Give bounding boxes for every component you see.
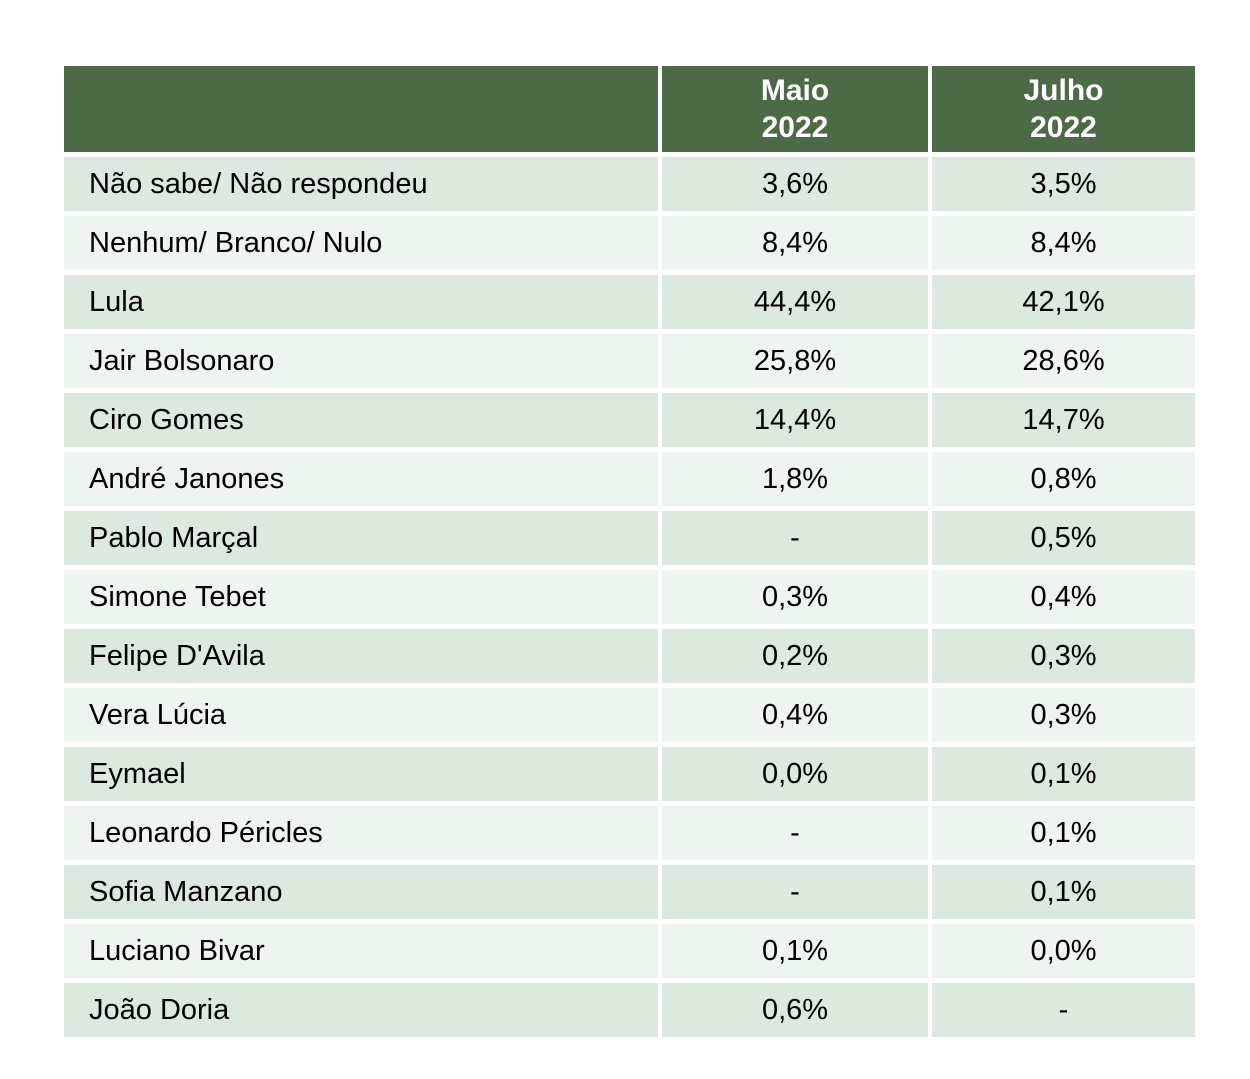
table-row: Pablo Marçal -0,5% xyxy=(64,506,1195,565)
maio-2022-value-cell: - xyxy=(658,506,928,565)
table-row: Eymael 0,0% 0,1% xyxy=(64,742,1195,801)
header-julho-cell: Julho 2022 xyxy=(928,66,1195,152)
maio-2022-value-cell: 25,8% xyxy=(658,329,928,388)
header-maio-cell: Maio 2022 xyxy=(658,66,928,152)
maio-2022-value-cell: 0,0% xyxy=(658,742,928,801)
table-row: Nenhum/ Branco/ Nulo 8,4% 8,4% xyxy=(64,211,1195,270)
maio-2022-value-cell: 8,4% xyxy=(658,211,928,270)
table-row: Não sabe/ Não respondeu 3,6% 3,5% xyxy=(64,152,1195,211)
table-row: Simone Tebet 0,3% 0,4% xyxy=(64,565,1195,624)
candidate-name-cell: Vera Lúcia xyxy=(64,683,658,742)
candidate-name-cell: Nenhum/ Branco/ Nulo xyxy=(64,211,658,270)
header-maio-month: Maio xyxy=(760,74,830,107)
julho-2022-value-cell: 0,0% xyxy=(928,919,1195,978)
julho-2022-value-cell: 0,8% xyxy=(928,447,1195,506)
julho-2022-value-cell: 42,1% xyxy=(928,270,1195,329)
maio-2022-value-cell: 3,6% xyxy=(658,152,928,211)
julho-2022-value-cell: 8,4% xyxy=(928,211,1195,270)
table-row: Luciano Bivar 0,1% 0,0% xyxy=(64,919,1195,978)
candidate-name-cell: Jair Bolsonaro xyxy=(64,329,658,388)
candidate-name-cell: Leonardo Péricles xyxy=(64,801,658,860)
julho-2022-value-cell: 3,5% xyxy=(928,152,1195,211)
table-row: Vera Lúcia 0,4% 0,3% xyxy=(64,683,1195,742)
candidate-name-cell: André Janones xyxy=(64,447,658,506)
table-row: João Doria 0,6% - xyxy=(64,978,1195,1037)
candidate-name-cell: Luciano Bivar xyxy=(64,919,658,978)
maio-2022-value-cell: 0,4% xyxy=(658,683,928,742)
table-row: Lula 44,4% 42,1% xyxy=(64,270,1195,329)
header-julho-year: 2022 xyxy=(1030,111,1097,144)
candidate-name-cell: Sofia Manzano xyxy=(64,860,658,919)
julho-2022-value-cell: 28,6% xyxy=(928,329,1195,388)
julho-2022-value-cell: 14,7% xyxy=(928,388,1195,447)
maio-2022-value-cell: - xyxy=(658,860,928,919)
header-maio-year: 2022 xyxy=(761,111,829,144)
poll-table: Maio 2022 Julho 2022 Não sabe/ Não respo… xyxy=(64,66,1195,1037)
candidate-name-cell: Não sabe/ Não respondeu xyxy=(64,152,658,211)
julho-2022-value-cell: 0,3% xyxy=(928,624,1195,683)
maio-2022-value-cell: - xyxy=(658,801,928,860)
julho-2022-value-cell: 0,3% xyxy=(928,683,1195,742)
candidate-name-cell: Lula xyxy=(64,270,658,329)
maio-2022-value-cell: 0,2% xyxy=(658,624,928,683)
header-julho-month: Julho xyxy=(1023,74,1104,107)
maio-2022-value-cell: 44,4% xyxy=(658,270,928,329)
header-row: Maio 2022 Julho 2022 xyxy=(64,66,1195,152)
table-row: Felipe D'Avila 0,2% 0,3% xyxy=(64,624,1195,683)
maio-2022-value-cell: 14,4% xyxy=(658,388,928,447)
candidate-name-cell: Eymael xyxy=(64,742,658,801)
table-row: Sofia Manzano -0,1% xyxy=(64,860,1195,919)
candidate-name-cell: Pablo Marçal xyxy=(64,506,658,565)
table-row: Ciro Gomes 14,4% 14,7% xyxy=(64,388,1195,447)
table-row: Leonardo Péricles -0,1% xyxy=(64,801,1195,860)
table-row: André Janones 1,8% 0,8% xyxy=(64,447,1195,506)
candidate-name-cell: Simone Tebet xyxy=(64,565,658,624)
poll-table-body: Não sabe/ Não respondeu 3,6% 3,5% Nenhum/ B… xyxy=(64,152,1195,1037)
header-empty-cell xyxy=(64,66,658,152)
candidate-name-cell: Felipe D'Avila xyxy=(64,624,658,683)
maio-2022-value-cell: 0,1% xyxy=(658,919,928,978)
candidate-name-cell: Ciro Gomes xyxy=(64,388,658,447)
maio-2022-value-cell: 1,8% xyxy=(658,447,928,506)
julho-2022-value-cell: - xyxy=(928,978,1195,1037)
maio-2022-value-cell: 0,3% xyxy=(658,565,928,624)
table-row: Jair Bolsonaro 25,8% 28,6% xyxy=(64,329,1195,388)
julho-2022-value-cell: 0,1% xyxy=(928,860,1195,919)
poll-table-header: Maio 2022 Julho 2022 xyxy=(64,66,1195,152)
julho-2022-value-cell: 0,1% xyxy=(928,742,1195,801)
julho-2022-value-cell: 0,1% xyxy=(928,801,1195,860)
maio-2022-value-cell: 0,6% xyxy=(658,978,928,1037)
julho-2022-value-cell: 0,4% xyxy=(928,565,1195,624)
julho-2022-value-cell: 0,5% xyxy=(928,506,1195,565)
candidate-name-cell: João Doria xyxy=(64,978,658,1037)
